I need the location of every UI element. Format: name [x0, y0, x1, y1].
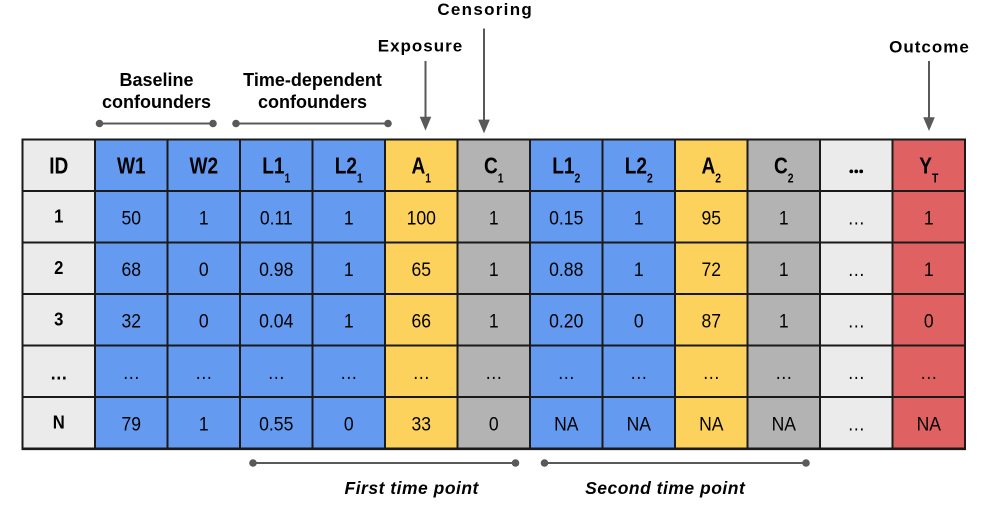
- svg-text:0: 0: [344, 413, 354, 435]
- svg-text:NA: NA: [554, 413, 579, 435]
- svg-text:…: …: [847, 361, 865, 383]
- svg-text:0.98: 0.98: [259, 258, 293, 280]
- svg-text:NA: NA: [699, 413, 724, 435]
- svg-text:1: 1: [634, 258, 644, 280]
- svg-text:Exposure: Exposure: [378, 37, 463, 56]
- svg-text:confounders: confounders: [258, 92, 367, 112]
- svg-text:50: 50: [121, 207, 141, 229]
- svg-text:68: 68: [121, 258, 141, 280]
- svg-text:0: 0: [199, 310, 209, 332]
- svg-text:1: 1: [779, 207, 789, 229]
- svg-text:95: 95: [701, 207, 721, 229]
- svg-text:0.11: 0.11: [260, 207, 293, 229]
- svg-text:3: 3: [54, 308, 63, 329]
- svg-text:1: 1: [489, 207, 499, 229]
- svg-text:ID: ID: [49, 154, 68, 179]
- svg-text:…: …: [847, 310, 865, 332]
- svg-text:32: 32: [121, 310, 141, 332]
- svg-text:0: 0: [489, 413, 499, 435]
- svg-text:1: 1: [54, 205, 63, 226]
- svg-text:65: 65: [411, 258, 431, 280]
- svg-text:NA: NA: [917, 413, 942, 435]
- svg-text:…: …: [630, 361, 648, 383]
- svg-text:Time-dependent: Time-dependent: [243, 70, 382, 90]
- svg-text:Second time point: Second time point: [585, 478, 746, 498]
- svg-text:N: N: [53, 411, 65, 432]
- svg-text:…: …: [847, 413, 865, 435]
- svg-text:1: 1: [344, 207, 354, 229]
- svg-text:1: 1: [924, 258, 934, 280]
- svg-text:1: 1: [344, 258, 354, 280]
- svg-text:Censoring: Censoring: [437, 0, 533, 19]
- svg-text:0.15: 0.15: [549, 207, 583, 229]
- svg-text:…: …: [340, 361, 358, 383]
- svg-text:87: 87: [701, 310, 721, 332]
- svg-text:…: …: [702, 361, 720, 383]
- svg-text:W1: W1: [117, 154, 146, 179]
- svg-text:66: 66: [411, 310, 431, 332]
- svg-text:1: 1: [779, 310, 789, 332]
- svg-text:…: …: [920, 361, 938, 383]
- svg-text:NA: NA: [627, 413, 652, 435]
- svg-text:NA: NA: [772, 413, 797, 435]
- svg-text:1: 1: [924, 207, 934, 229]
- svg-text:1: 1: [489, 310, 499, 332]
- svg-text:Baseline: Baseline: [119, 70, 193, 90]
- svg-text:2: 2: [54, 257, 63, 278]
- svg-text:1: 1: [489, 258, 499, 280]
- svg-text:0: 0: [924, 310, 934, 332]
- svg-text:33: 33: [411, 413, 431, 435]
- svg-text:1: 1: [634, 207, 644, 229]
- svg-text:0.55: 0.55: [259, 413, 293, 435]
- svg-text:…: …: [485, 361, 503, 383]
- svg-text:…: …: [412, 361, 430, 383]
- svg-text:1: 1: [779, 258, 789, 280]
- svg-text:0.04: 0.04: [259, 310, 293, 332]
- svg-text:1: 1: [344, 310, 354, 332]
- svg-text:0.20: 0.20: [549, 310, 583, 332]
- svg-text:1: 1: [199, 413, 209, 435]
- svg-text:W2: W2: [189, 154, 218, 179]
- svg-text:79: 79: [121, 413, 141, 435]
- svg-text:…: …: [775, 361, 793, 383]
- svg-text:0: 0: [634, 310, 644, 332]
- svg-text:…: …: [847, 258, 865, 280]
- svg-text:0.88: 0.88: [549, 258, 583, 280]
- svg-text:First time point: First time point: [345, 478, 480, 498]
- svg-text:…: …: [557, 361, 575, 383]
- svg-text:100: 100: [407, 207, 436, 229]
- svg-text:…: …: [122, 361, 140, 383]
- svg-text:0: 0: [199, 258, 209, 280]
- svg-text:…: …: [267, 361, 285, 383]
- svg-text:…: …: [195, 361, 213, 383]
- svg-text:Outcome: Outcome: [889, 38, 970, 57]
- svg-text:confounders: confounders: [102, 92, 211, 112]
- svg-text:1: 1: [199, 207, 209, 229]
- svg-text:…: …: [847, 207, 865, 229]
- svg-text:…: …: [50, 361, 68, 383]
- svg-text:72: 72: [701, 258, 721, 280]
